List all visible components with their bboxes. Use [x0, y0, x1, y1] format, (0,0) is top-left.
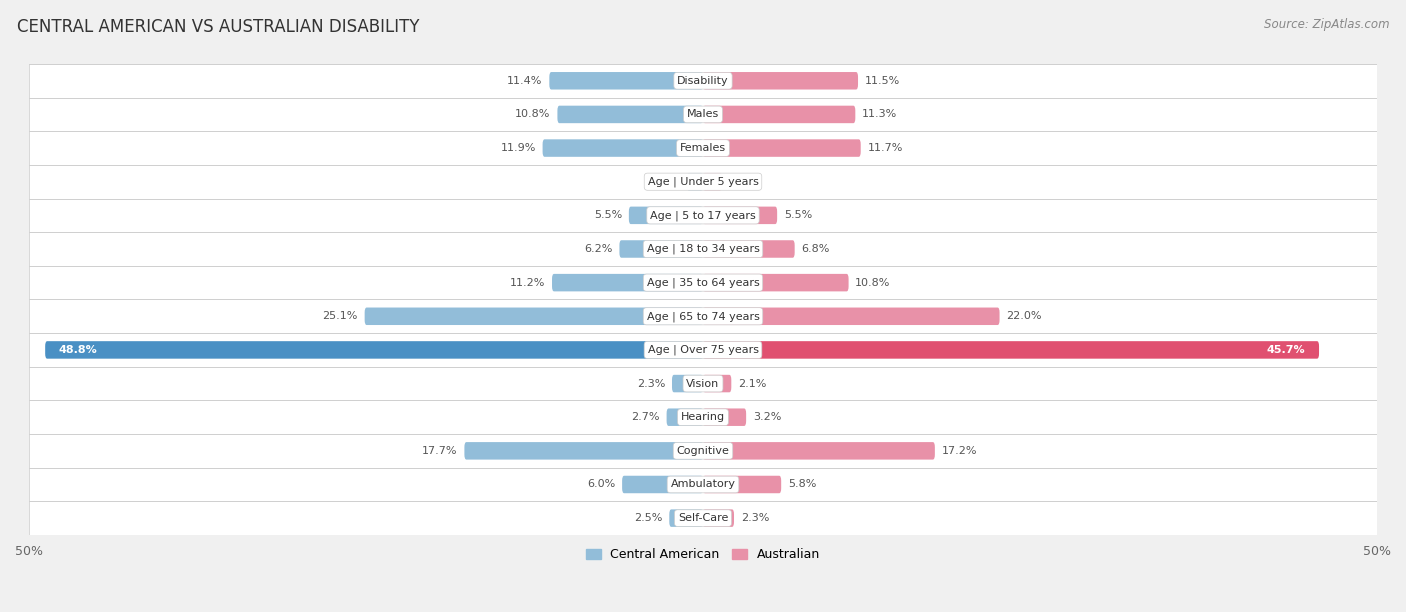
- Text: 5.8%: 5.8%: [787, 479, 817, 490]
- FancyBboxPatch shape: [686, 173, 703, 190]
- Text: Age | 65 to 74 years: Age | 65 to 74 years: [647, 311, 759, 321]
- Text: Females: Females: [681, 143, 725, 153]
- FancyBboxPatch shape: [628, 207, 703, 224]
- FancyBboxPatch shape: [30, 266, 1376, 299]
- FancyBboxPatch shape: [703, 375, 731, 392]
- Text: 2.7%: 2.7%: [631, 412, 659, 422]
- FancyBboxPatch shape: [30, 501, 1376, 535]
- Text: Vision: Vision: [686, 379, 720, 389]
- FancyBboxPatch shape: [703, 72, 858, 89]
- FancyBboxPatch shape: [703, 274, 849, 291]
- FancyBboxPatch shape: [364, 307, 703, 325]
- Text: 2.1%: 2.1%: [738, 379, 766, 389]
- FancyBboxPatch shape: [621, 476, 703, 493]
- Text: 45.7%: 45.7%: [1267, 345, 1306, 355]
- Text: 6.0%: 6.0%: [588, 479, 616, 490]
- FancyBboxPatch shape: [30, 165, 1376, 198]
- Text: Age | 35 to 64 years: Age | 35 to 64 years: [647, 277, 759, 288]
- Text: 11.3%: 11.3%: [862, 110, 897, 119]
- Text: 5.5%: 5.5%: [785, 211, 813, 220]
- FancyBboxPatch shape: [672, 375, 703, 392]
- Text: Age | 18 to 34 years: Age | 18 to 34 years: [647, 244, 759, 254]
- Legend: Central American, Australian: Central American, Australian: [581, 543, 825, 566]
- FancyBboxPatch shape: [666, 408, 703, 426]
- Text: 10.8%: 10.8%: [855, 278, 890, 288]
- FancyBboxPatch shape: [703, 307, 1000, 325]
- FancyBboxPatch shape: [703, 341, 1319, 359]
- Text: 5.5%: 5.5%: [593, 211, 621, 220]
- Text: Hearing: Hearing: [681, 412, 725, 422]
- FancyBboxPatch shape: [30, 299, 1376, 333]
- FancyBboxPatch shape: [703, 509, 734, 527]
- Text: 2.5%: 2.5%: [634, 513, 662, 523]
- Text: Self-Care: Self-Care: [678, 513, 728, 523]
- FancyBboxPatch shape: [703, 442, 935, 460]
- FancyBboxPatch shape: [30, 198, 1376, 232]
- FancyBboxPatch shape: [669, 509, 703, 527]
- Text: 22.0%: 22.0%: [1007, 312, 1042, 321]
- Text: Cognitive: Cognitive: [676, 446, 730, 456]
- FancyBboxPatch shape: [45, 341, 703, 359]
- Text: Age | Over 75 years: Age | Over 75 years: [648, 345, 758, 355]
- FancyBboxPatch shape: [30, 131, 1376, 165]
- FancyBboxPatch shape: [703, 106, 855, 123]
- FancyBboxPatch shape: [30, 97, 1376, 131]
- FancyBboxPatch shape: [703, 241, 794, 258]
- Text: 11.9%: 11.9%: [501, 143, 536, 153]
- FancyBboxPatch shape: [557, 106, 703, 123]
- Text: 17.2%: 17.2%: [942, 446, 977, 456]
- FancyBboxPatch shape: [30, 232, 1376, 266]
- FancyBboxPatch shape: [553, 274, 703, 291]
- FancyBboxPatch shape: [464, 442, 703, 460]
- FancyBboxPatch shape: [620, 241, 703, 258]
- FancyBboxPatch shape: [30, 434, 1376, 468]
- Text: Source: ZipAtlas.com: Source: ZipAtlas.com: [1264, 18, 1389, 31]
- FancyBboxPatch shape: [703, 207, 778, 224]
- Text: 1.2%: 1.2%: [652, 177, 681, 187]
- FancyBboxPatch shape: [703, 408, 747, 426]
- Text: Age | 5 to 17 years: Age | 5 to 17 years: [650, 210, 756, 220]
- Text: Ambulatory: Ambulatory: [671, 479, 735, 490]
- Text: 1.4%: 1.4%: [728, 177, 756, 187]
- FancyBboxPatch shape: [30, 468, 1376, 501]
- Text: 17.7%: 17.7%: [422, 446, 458, 456]
- Text: 3.2%: 3.2%: [752, 412, 782, 422]
- FancyBboxPatch shape: [30, 367, 1376, 400]
- FancyBboxPatch shape: [30, 64, 1376, 97]
- Text: 6.2%: 6.2%: [585, 244, 613, 254]
- Text: 6.8%: 6.8%: [801, 244, 830, 254]
- FancyBboxPatch shape: [30, 333, 1376, 367]
- FancyBboxPatch shape: [550, 72, 703, 89]
- Text: 11.4%: 11.4%: [508, 76, 543, 86]
- Text: Age | Under 5 years: Age | Under 5 years: [648, 176, 758, 187]
- FancyBboxPatch shape: [703, 476, 782, 493]
- Text: 2.3%: 2.3%: [637, 379, 665, 389]
- FancyBboxPatch shape: [703, 173, 721, 190]
- FancyBboxPatch shape: [703, 140, 860, 157]
- Text: Males: Males: [688, 110, 718, 119]
- Text: Disability: Disability: [678, 76, 728, 86]
- Text: 2.3%: 2.3%: [741, 513, 769, 523]
- Text: 10.8%: 10.8%: [516, 110, 551, 119]
- Text: 11.7%: 11.7%: [868, 143, 903, 153]
- FancyBboxPatch shape: [30, 400, 1376, 434]
- Text: CENTRAL AMERICAN VS AUSTRALIAN DISABILITY: CENTRAL AMERICAN VS AUSTRALIAN DISABILIT…: [17, 18, 419, 36]
- FancyBboxPatch shape: [543, 140, 703, 157]
- Text: 11.2%: 11.2%: [510, 278, 546, 288]
- Text: 48.8%: 48.8%: [59, 345, 97, 355]
- Text: 25.1%: 25.1%: [322, 312, 359, 321]
- Text: 11.5%: 11.5%: [865, 76, 900, 86]
